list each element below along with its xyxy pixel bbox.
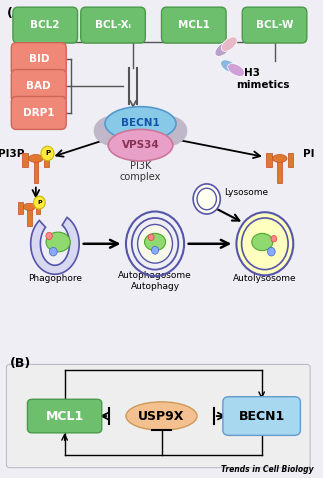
- Circle shape: [271, 236, 277, 242]
- Ellipse shape: [94, 116, 132, 146]
- FancyBboxPatch shape: [27, 399, 102, 433]
- FancyBboxPatch shape: [6, 364, 310, 467]
- FancyBboxPatch shape: [11, 70, 66, 103]
- Ellipse shape: [252, 233, 273, 250]
- Ellipse shape: [108, 130, 173, 161]
- FancyBboxPatch shape: [242, 7, 307, 43]
- Text: USP9X: USP9X: [138, 410, 185, 423]
- Text: MCL1: MCL1: [178, 20, 210, 30]
- Circle shape: [49, 248, 57, 256]
- Circle shape: [242, 218, 288, 270]
- FancyBboxPatch shape: [18, 202, 23, 214]
- Ellipse shape: [105, 107, 176, 141]
- Ellipse shape: [221, 60, 237, 73]
- Text: BECN1: BECN1: [238, 410, 285, 423]
- Text: Lysosome: Lysosome: [224, 188, 269, 197]
- Text: PI: PI: [303, 149, 314, 159]
- Circle shape: [148, 234, 154, 240]
- Text: BCL-Xₗ: BCL-Xₗ: [95, 20, 131, 30]
- Circle shape: [34, 196, 45, 209]
- FancyBboxPatch shape: [22, 153, 28, 167]
- Ellipse shape: [228, 64, 245, 76]
- Text: DRP1: DRP1: [23, 108, 55, 118]
- Text: MCL1: MCL1: [46, 410, 84, 423]
- Circle shape: [236, 212, 293, 275]
- Text: BECN1: BECN1: [121, 118, 160, 128]
- Circle shape: [267, 248, 275, 256]
- FancyBboxPatch shape: [266, 153, 272, 167]
- Text: BID: BID: [28, 54, 49, 64]
- Ellipse shape: [215, 42, 231, 56]
- FancyBboxPatch shape: [162, 7, 226, 43]
- PathPatch shape: [31, 217, 79, 274]
- Text: P: P: [45, 151, 50, 156]
- Ellipse shape: [23, 203, 36, 210]
- Circle shape: [41, 146, 54, 161]
- FancyBboxPatch shape: [11, 43, 66, 76]
- FancyBboxPatch shape: [277, 159, 282, 183]
- Ellipse shape: [221, 37, 237, 52]
- FancyBboxPatch shape: [27, 207, 32, 226]
- FancyBboxPatch shape: [223, 397, 300, 435]
- Text: Phagophore: Phagophore: [28, 274, 82, 283]
- Circle shape: [151, 246, 159, 254]
- Text: BAD: BAD: [26, 81, 51, 91]
- Circle shape: [193, 184, 220, 214]
- Text: BCL2: BCL2: [30, 20, 60, 30]
- FancyBboxPatch shape: [11, 97, 66, 130]
- Text: Autophagosome
Autophagy: Autophagosome Autophagy: [118, 272, 192, 291]
- Circle shape: [46, 232, 52, 239]
- Ellipse shape: [145, 233, 166, 250]
- Ellipse shape: [46, 232, 70, 252]
- FancyBboxPatch shape: [81, 7, 145, 43]
- Ellipse shape: [273, 154, 287, 163]
- Text: (B): (B): [10, 357, 31, 369]
- FancyBboxPatch shape: [44, 153, 49, 167]
- Text: PI3K
complex: PI3K complex: [120, 161, 161, 182]
- Text: PI3P: PI3P: [0, 149, 25, 159]
- Ellipse shape: [149, 116, 187, 146]
- Circle shape: [138, 224, 172, 263]
- FancyBboxPatch shape: [34, 159, 38, 183]
- FancyBboxPatch shape: [36, 202, 40, 214]
- FancyBboxPatch shape: [13, 7, 78, 43]
- FancyBboxPatch shape: [288, 153, 293, 167]
- Text: Trends in Cell Biology: Trends in Cell Biology: [221, 465, 313, 474]
- Ellipse shape: [126, 402, 197, 430]
- Circle shape: [197, 188, 216, 210]
- Text: Autolysosome: Autolysosome: [233, 274, 297, 283]
- Ellipse shape: [29, 154, 43, 163]
- Text: (A): (A): [6, 7, 28, 20]
- Text: VPS34: VPS34: [122, 140, 159, 150]
- Text: BH3
mimetics: BH3 mimetics: [236, 68, 289, 90]
- Text: P: P: [37, 200, 42, 205]
- Text: BCL-W: BCL-W: [256, 20, 293, 30]
